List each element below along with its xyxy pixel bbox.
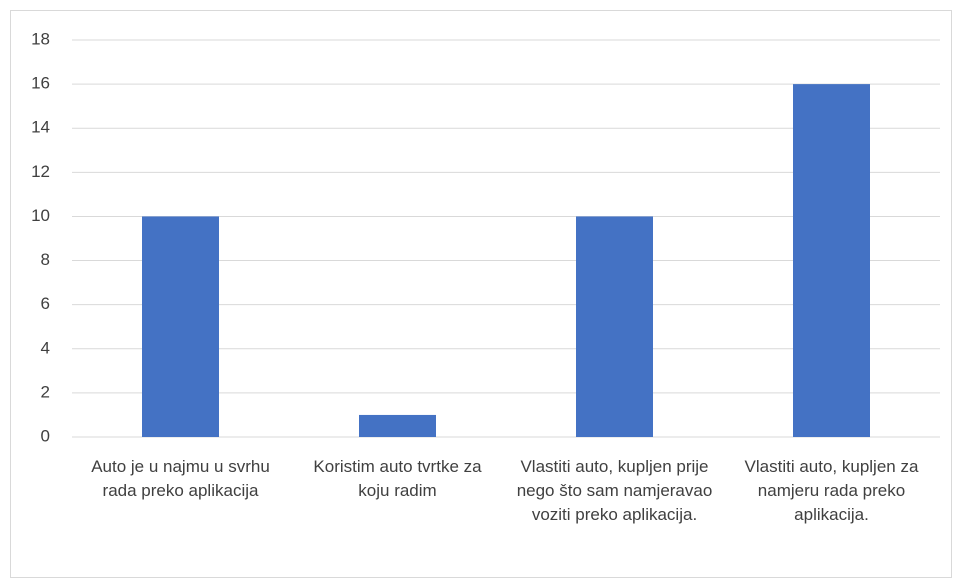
x-tick-label: Vlastiti auto, kupljen prije nego što sa… bbox=[516, 457, 713, 524]
x-tick-label: Koristim auto tvrtke za koju radim bbox=[313, 457, 482, 500]
bar bbox=[359, 414, 436, 437]
bar bbox=[576, 216, 653, 437]
bar bbox=[142, 216, 219, 437]
x-tick-label: Auto je u najmu u svrhu rada preko aplik… bbox=[91, 457, 270, 500]
y-tick-label: 16 bbox=[31, 74, 50, 93]
y-tick-label: 6 bbox=[41, 294, 50, 313]
x-tick-label: Vlastiti auto, kupljen za namjeru rada p… bbox=[744, 457, 919, 524]
bar bbox=[793, 84, 870, 437]
y-tick-label: 12 bbox=[31, 162, 50, 181]
y-tick-label: 10 bbox=[31, 206, 50, 225]
y-tick-label: 4 bbox=[41, 338, 50, 357]
y-tick-label: 14 bbox=[31, 118, 50, 137]
y-tick-label: 8 bbox=[41, 250, 50, 269]
y-tick-label: 18 bbox=[31, 29, 50, 48]
y-tick-label: 0 bbox=[41, 426, 50, 445]
y-tick-label: 2 bbox=[41, 382, 50, 401]
